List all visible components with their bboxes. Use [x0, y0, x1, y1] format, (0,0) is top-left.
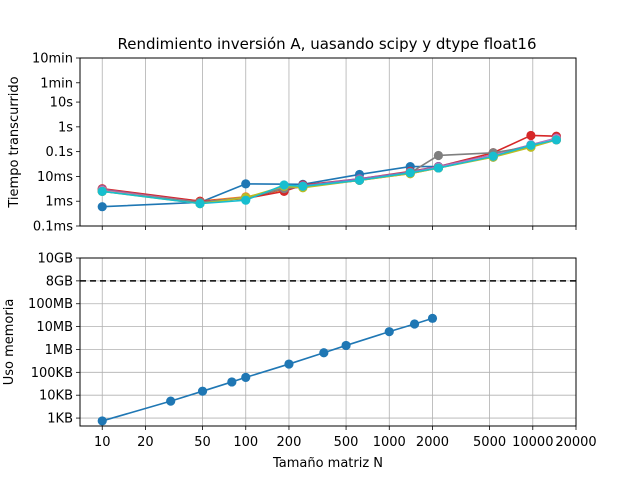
- data-point: [279, 180, 289, 190]
- y-tick-label: 1KB: [47, 412, 73, 427]
- y-tick-label: 10GB: [37, 252, 73, 267]
- x-tick-label: 1000: [373, 435, 406, 450]
- x-tick-label: 2000: [416, 435, 449, 450]
- data-point: [341, 340, 351, 351]
- data-point: [526, 130, 536, 141]
- data-point: [97, 186, 107, 196]
- x-tick-label: 20000: [555, 435, 596, 450]
- data-point: [197, 386, 208, 396]
- data-point: [384, 327, 394, 337]
- data-point: [241, 195, 251, 205]
- x-tick-label: 5000: [473, 435, 506, 450]
- data-point: [405, 168, 415, 178]
- y-tick-label: 0.1s: [46, 145, 74, 160]
- time-chart-series: [97, 130, 561, 212]
- time-chart: Rendimiento inversión A, uasando scipy y…: [7, 35, 577, 235]
- time-chart-y-axis-label: Tiempo transcurrido: [7, 76, 22, 208]
- time-chart-frame: [79, 57, 577, 227]
- y-tick-label: 10MB: [36, 320, 73, 335]
- y-tick-label: 10s: [50, 96, 74, 111]
- y-tick-label: 10KB: [39, 389, 73, 404]
- x-tick-label: 20: [137, 435, 154, 450]
- y-tick-label: 10ms: [37, 170, 73, 185]
- memory-chart-y-ticks: 1KB 10KB 100KB 1MB 10MB 100MB 8GB 10GB: [28, 252, 80, 427]
- memory-chart-frame: [79, 257, 577, 427]
- x-tick-label: 500: [334, 435, 359, 450]
- y-tick-label: 1MB: [45, 343, 73, 358]
- data-point: [433, 150, 444, 161]
- data-point: [97, 416, 107, 426]
- data-point: [354, 175, 365, 185]
- x-tick-label: 10: [94, 435, 111, 450]
- data-point: [195, 199, 205, 209]
- y-tick-label: 0.1ms: [33, 220, 73, 235]
- chart-title: Rendimiento inversión A, uasando scipy y…: [118, 35, 537, 53]
- data-point: [319, 348, 329, 358]
- y-tick-label: 1min: [40, 76, 73, 91]
- memory-chart-x-ticks: 10 20 50 100 200 500 1000 2000 5000 10000 20000: [94, 426, 597, 450]
- data-point: [551, 135, 561, 145]
- x-tick-label: 10000: [512, 435, 553, 450]
- y-tick-label: 1ms: [45, 195, 73, 210]
- data-point: [433, 163, 444, 173]
- data-point: [526, 140, 536, 150]
- series-9: [97, 135, 561, 209]
- y-tick-label: 10min: [32, 52, 73, 67]
- y-tick-label: 8GB: [46, 274, 73, 289]
- data-point: [409, 319, 420, 329]
- y-tick-label: 1s: [58, 120, 73, 135]
- memory-chart-series: [97, 313, 438, 426]
- data-point: [298, 181, 308, 191]
- x-tick-label: 200: [277, 435, 302, 450]
- x-axis-label: Tamaño matriz N: [272, 456, 383, 471]
- x-tick-label: 100: [233, 435, 258, 450]
- y-tick-label: 100KB: [31, 366, 73, 381]
- y-tick-label: 100MB: [28, 297, 73, 312]
- series-0: [97, 313, 438, 426]
- data-point: [427, 313, 438, 323]
- data-point: [227, 377, 237, 387]
- data-point: [284, 359, 294, 369]
- x-tick-label: 50: [194, 435, 211, 450]
- data-point: [241, 372, 251, 383]
- data-point: [97, 202, 107, 212]
- data-point: [241, 179, 251, 189]
- time-chart-y-ticks: 0.1ms 1ms 10ms 0.1s 1s 10s 1min 10min: [32, 52, 577, 235]
- data-point: [166, 396, 176, 406]
- memory-chart-y-axis-label: Uso memoria: [2, 299, 17, 386]
- data-point: [488, 151, 498, 161]
